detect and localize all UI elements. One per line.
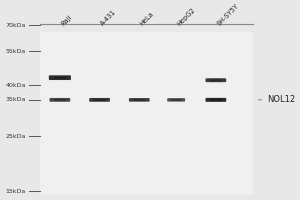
FancyBboxPatch shape xyxy=(133,99,145,101)
Text: HeLa: HeLa xyxy=(139,11,155,27)
FancyBboxPatch shape xyxy=(53,77,66,79)
Text: 55kDa: 55kDa xyxy=(6,49,26,54)
FancyBboxPatch shape xyxy=(49,75,71,80)
FancyBboxPatch shape xyxy=(210,79,222,81)
Text: 15kDa: 15kDa xyxy=(6,189,26,194)
FancyBboxPatch shape xyxy=(40,32,253,195)
FancyBboxPatch shape xyxy=(50,98,70,102)
FancyBboxPatch shape xyxy=(206,78,226,82)
Text: 70kDa: 70kDa xyxy=(5,23,26,28)
FancyBboxPatch shape xyxy=(129,98,150,102)
FancyBboxPatch shape xyxy=(210,99,222,101)
FancyBboxPatch shape xyxy=(94,99,106,101)
FancyBboxPatch shape xyxy=(171,99,181,101)
Text: HepG2: HepG2 xyxy=(176,7,196,27)
Text: NOL12: NOL12 xyxy=(258,95,295,104)
Text: SH-SY5Y: SH-SY5Y xyxy=(216,3,240,27)
Text: 40kDa: 40kDa xyxy=(5,83,26,88)
FancyBboxPatch shape xyxy=(89,98,110,102)
FancyBboxPatch shape xyxy=(54,99,66,101)
FancyBboxPatch shape xyxy=(206,98,226,102)
Text: 35kDa: 35kDa xyxy=(5,97,26,102)
FancyBboxPatch shape xyxy=(167,98,185,102)
Text: Raji: Raji xyxy=(60,14,73,27)
Text: A-431: A-431 xyxy=(100,9,117,27)
Text: 25kDa: 25kDa xyxy=(5,134,26,139)
